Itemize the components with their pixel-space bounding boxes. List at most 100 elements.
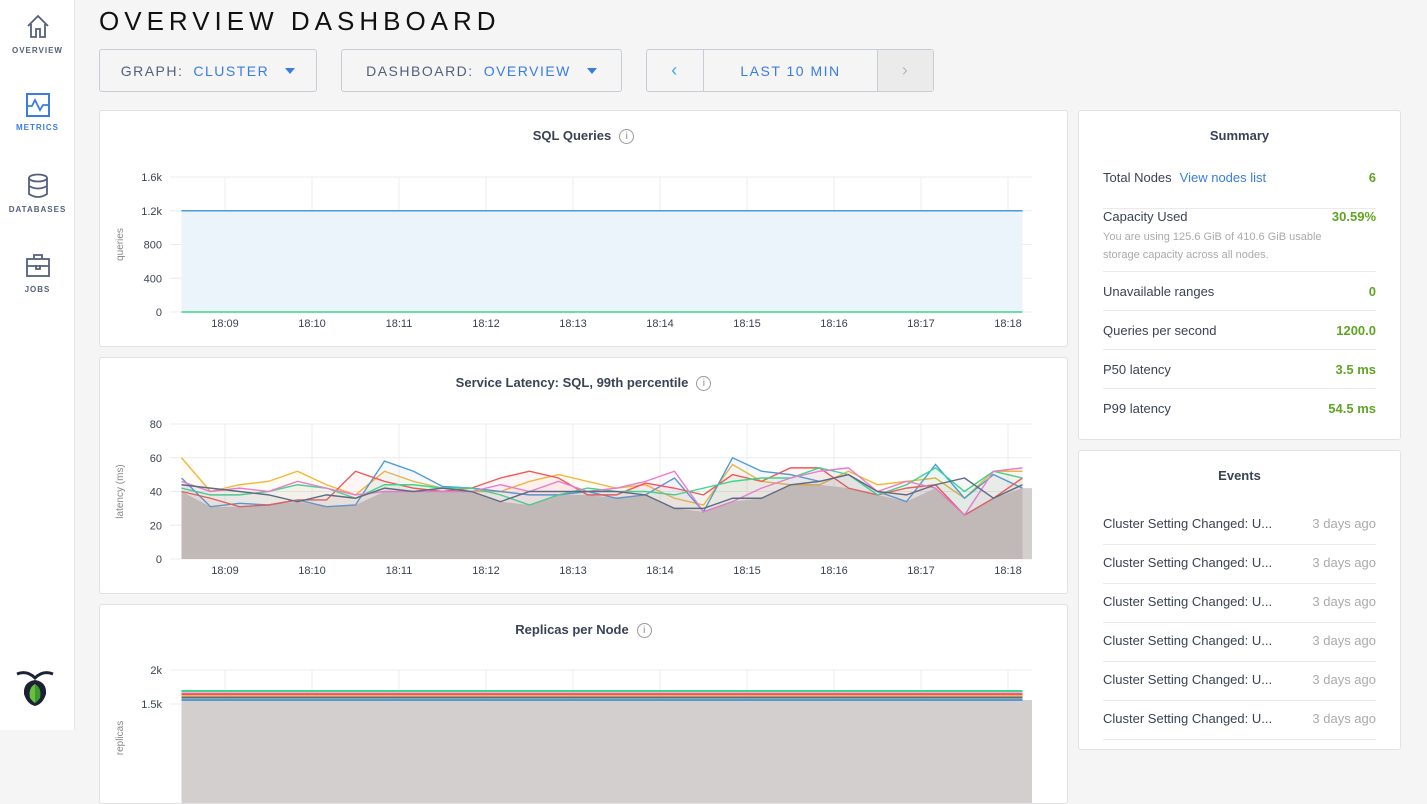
- dashboard-label: DASHBOARD:: [366, 62, 474, 79]
- replicas-per-node-panel: Replicas per Node i 18:0918:1018:1118:121…: [99, 604, 1068, 804]
- x-tick-label: 18:14: [646, 565, 674, 577]
- series-area: [181, 467, 1023, 559]
- sidebar-item-overview[interactable]: OVERVIEW: [0, 14, 75, 55]
- y-axis-label: queries: [115, 228, 126, 261]
- y-tick-label: 1.5k: [141, 699, 162, 711]
- area-base: [181, 699, 1032, 803]
- summary-p50: P50 latency 3.5 ms: [1103, 362, 1376, 389]
- value: 1200.0: [1336, 323, 1376, 338]
- area-base: [181, 484, 1032, 559]
- sidebar: OVERVIEW METRICS DATABASES JOBS: [0, 0, 75, 730]
- event-time: 3 days ago: [1312, 672, 1376, 687]
- next-time-button[interactable]: ›: [878, 50, 933, 91]
- series-line: [181, 467, 1023, 517]
- value: 30.59%: [1331, 209, 1376, 224]
- view-nodes-link[interactable]: View nodes list: [1179, 170, 1267, 185]
- value: 54.5 ms: [1328, 401, 1376, 416]
- cockroach-logo-icon[interactable]: [15, 668, 55, 708]
- sidebar-item-label: DATABASES: [8, 205, 67, 214]
- sidebar-item-metrics[interactable]: METRICS: [0, 93, 75, 132]
- sidebar-item-jobs[interactable]: JOBS: [0, 253, 75, 294]
- event-item[interactable]: Cluster Setting Changed: U... 3 days ago: [1103, 545, 1376, 584]
- info-icon[interactable]: i: [696, 376, 712, 392]
- y-tick-label: 1.6k: [141, 172, 162, 184]
- summary-total-nodes: Total Nodes View nodes list 6: [1103, 170, 1376, 209]
- y-axis-label: latency (ms): [115, 464, 126, 518]
- sidebar-item-label: JOBS: [24, 285, 51, 294]
- sql-queries-panel: SQL Queries i 18:09 18:10 18:11 18:12 18:13 18…: [99, 110, 1068, 347]
- x-tick-label: 18:11: [386, 318, 413, 330]
- label: P50 latency: [1103, 362, 1171, 377]
- series-area: [181, 210, 1023, 312]
- page-title: OVERVIEW DASHBOARD: [99, 6, 501, 36]
- service-latency-chart: 18:09 18:10 18:11 18:12 18:13 18:14 18:15 18:16…: [115, 419, 1032, 577]
- y-tick-label: 0: [156, 554, 162, 566]
- event-time: 3 days ago: [1312, 555, 1376, 570]
- dashboard-dropdown[interactable]: DASHBOARD: OVERVIEW: [341, 49, 622, 92]
- x-tick-label: 18:15: [733, 565, 761, 577]
- summary-p99: P99 latency 54.5 ms: [1103, 401, 1376, 428]
- event-text: Cluster Setting Changed: U...: [1103, 516, 1273, 531]
- event-text: Cluster Setting Changed: U...: [1103, 711, 1273, 726]
- event-time: 3 days ago: [1312, 711, 1376, 726]
- x-tick-label: 18:12: [472, 318, 500, 330]
- graph-value: CLUSTER: [193, 62, 270, 79]
- graph-dropdown[interactable]: GRAPH: CLUSTER: [99, 49, 317, 92]
- y-axis-label: replicas: [115, 721, 126, 755]
- y-tick-label: 2k: [150, 665, 162, 677]
- y-tick-label: 20: [150, 520, 162, 532]
- y-tick-label: 80: [150, 419, 162, 431]
- event-item[interactable]: Cluster Setting Changed: U... 3 days ago: [1103, 662, 1376, 701]
- label: P99 latency: [1103, 401, 1171, 416]
- label: Queries per second: [1103, 323, 1217, 338]
- y-tick-label: 0: [156, 307, 162, 319]
- event-time: 3 days ago: [1312, 633, 1376, 648]
- service-latency-panel: Service Latency: SQL, 99th percentile i 1…: [99, 357, 1068, 594]
- x-tick-label: 18:14: [646, 318, 674, 330]
- metrics-icon: [25, 93, 50, 117]
- value: 6: [1368, 170, 1376, 185]
- y-tick-label: 1.2k: [141, 206, 162, 218]
- x-tick-label: 18:17: [907, 565, 935, 577]
- graph-label: GRAPH:: [120, 62, 184, 79]
- summary-title: Summary: [1209, 128, 1270, 143]
- database-icon: [27, 173, 48, 198]
- event-text: Cluster Setting Changed: U...: [1103, 594, 1273, 609]
- info-icon[interactable]: i: [619, 129, 635, 145]
- label: Capacity Used: [1103, 209, 1188, 224]
- event-text: Cluster Setting Changed: U...: [1103, 633, 1273, 648]
- value: 3.5 ms: [1335, 362, 1376, 377]
- x-tick-label: 18:16: [820, 565, 848, 577]
- summary-qps: Queries per second 1200.0: [1103, 323, 1376, 350]
- x-tick-label: 18:10: [298, 565, 326, 577]
- info-icon[interactable]: i: [636, 623, 652, 639]
- x-tick-label: 18:18: [994, 318, 1022, 330]
- event-item[interactable]: Cluster Setting Changed: U... 3 days ago: [1103, 506, 1376, 545]
- label: Total Nodes: [1103, 170, 1172, 185]
- y-tick-label: 400: [144, 273, 162, 285]
- summary-panel: Summary Total Nodes View nodes list 6 Capa…: [1078, 110, 1401, 440]
- briefcase-icon: [25, 254, 50, 277]
- home-icon: [26, 14, 49, 38]
- sidebar-item-databases[interactable]: DATABASES: [0, 173, 75, 214]
- caret-down-icon: [285, 67, 296, 74]
- event-item[interactable]: Cluster Setting Changed: U... 3 days ago: [1103, 623, 1376, 662]
- time-range-button[interactable]: LAST 10 MIN: [704, 50, 878, 91]
- summary-unavailable-ranges: Unavailable ranges 0: [1103, 284, 1376, 311]
- x-tick-label: 18:10: [298, 318, 326, 330]
- event-item[interactable]: Cluster Setting Changed: U... 3 days ago: [1103, 701, 1376, 740]
- sidebar-item-label: OVERVIEW: [12, 46, 63, 55]
- previous-time-button[interactable]: ‹: [647, 50, 704, 91]
- chart-title: Service Latency: SQL, 99th percentile: [455, 375, 689, 390]
- event-item[interactable]: Cluster Setting Changed: U... 3 days ago: [1103, 584, 1376, 623]
- series-line: [181, 473, 1023, 510]
- dashboard-value: OVERVIEW: [483, 62, 571, 79]
- series-area: [181, 467, 1023, 559]
- y-tick-label: 800: [144, 240, 162, 252]
- x-tick-label: 18:13: [559, 318, 587, 330]
- chart-title: Replicas per Node: [515, 622, 629, 637]
- x-tick-label: 18:18: [994, 565, 1022, 577]
- x-tick-label: 18:09: [211, 318, 239, 330]
- time-range-selector: ‹ LAST 10 MIN ›: [646, 49, 934, 92]
- x-tick-label: 18:16: [820, 318, 848, 330]
